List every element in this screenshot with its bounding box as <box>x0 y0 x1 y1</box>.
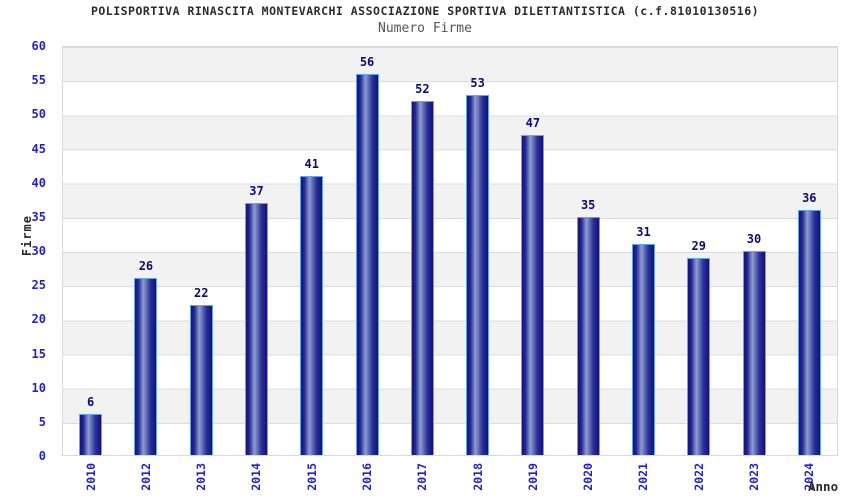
bar <box>189 305 213 455</box>
bar-value-label: 26 <box>138 259 154 274</box>
bar-slot: 52 2017 <box>395 47 450 491</box>
y-axis-ticks: 0 5 10 15 20 25 30 35 40 45 50 55 60 <box>0 39 54 463</box>
bar <box>355 74 379 455</box>
bar-slot: 31 2021 <box>616 47 671 491</box>
bar-value-label: 35 <box>580 198 596 213</box>
x-tick-label: 2022 <box>691 463 706 491</box>
bar-value-label: 37 <box>249 184 264 199</box>
bar-value-label: 52 <box>415 82 430 97</box>
x-tick-label: 2016 <box>360 463 375 491</box>
x-tick-label: 2020 <box>581 463 596 491</box>
y-tick-label: 35 <box>31 209 46 224</box>
bar-value-label: 6 <box>87 395 95 410</box>
y-tick-label: 30 <box>31 244 46 258</box>
bar-value-label: 56 <box>359 55 375 70</box>
bar-slot: 26 2012 <box>118 47 173 491</box>
bars-row: 6 2010 26 2012 22 2013 37 2014 41 2015 56 2016 52 201… <box>63 47 837 491</box>
x-axis-title: Anno <box>808 479 839 494</box>
y-tick-label: 60 <box>31 39 46 53</box>
bar <box>410 101 434 455</box>
y-tick-label: 50 <box>31 107 46 122</box>
x-tick-label: 2023 <box>747 463 762 491</box>
y-tick-label: 15 <box>31 346 46 361</box>
bar-slot: 56 2016 <box>339 47 394 491</box>
bar <box>576 217 600 455</box>
bar-value-label: 53 <box>470 75 485 90</box>
bar-slot: 37 2014 <box>229 47 284 491</box>
bar <box>244 203 268 455</box>
bar-value-label: 36 <box>802 191 817 206</box>
bar <box>687 257 711 455</box>
bar-slot: 29 2022 <box>671 47 726 491</box>
bar <box>742 251 766 455</box>
bar-slot: 36 2024 <box>782 47 837 491</box>
x-tick-label: 2021 <box>636 463 651 491</box>
x-tick-label: 2015 <box>304 463 319 491</box>
bar-slot: 53 2018 <box>450 47 505 491</box>
bar-slot: 6 2010 <box>63 47 118 491</box>
bar-value-label: 47 <box>525 116 541 131</box>
bar-value-label: 22 <box>193 286 209 301</box>
bar <box>134 278 158 455</box>
y-tick-label: 45 <box>31 141 46 156</box>
bar <box>79 414 103 455</box>
bar-slot: 41 2015 <box>284 47 339 491</box>
y-tick-label: 0 <box>38 449 46 463</box>
y-tick-label: 5 <box>38 414 46 429</box>
bar-value-label: 29 <box>691 238 706 253</box>
bar-slot: 35 2020 <box>561 47 616 491</box>
chart-title: POLISPORTIVA RINASCITA MONTEVARCHI ASSOC… <box>90 4 760 18</box>
bar-slot: 47 2019 <box>505 47 560 491</box>
bar <box>631 244 655 455</box>
x-tick-label: 2014 <box>249 463 264 491</box>
x-tick-label: 2010 <box>83 463 98 491</box>
bar-value-label: 31 <box>636 225 651 240</box>
x-tick-label: 2012 <box>138 463 153 491</box>
bar <box>521 135 545 455</box>
x-tick-label: 2017 <box>415 463 430 491</box>
y-tick-label: 25 <box>31 278 46 293</box>
bar-slot: 22 2013 <box>174 47 229 491</box>
bar <box>797 210 821 455</box>
y-tick-label: 55 <box>31 73 46 88</box>
bar <box>466 94 490 455</box>
y-tick-label: 10 <box>31 380 46 395</box>
y-tick-label: 40 <box>31 175 46 190</box>
chart-subtitle: Numero Firme <box>378 21 472 36</box>
bar <box>300 176 324 455</box>
plot-area: 6 2010 26 2012 22 2013 37 2014 41 2015 56 2016 52 201… <box>62 46 838 491</box>
bar-slot: 30 2023 <box>726 47 781 491</box>
x-tick-label: 2013 <box>194 463 209 491</box>
bar-value-label: 30 <box>746 232 762 246</box>
y-tick-label: 20 <box>31 312 46 327</box>
bar-value-label: 41 <box>304 157 319 172</box>
x-tick-label: 2019 <box>525 463 540 491</box>
x-tick-label: 2018 <box>470 463 485 491</box>
